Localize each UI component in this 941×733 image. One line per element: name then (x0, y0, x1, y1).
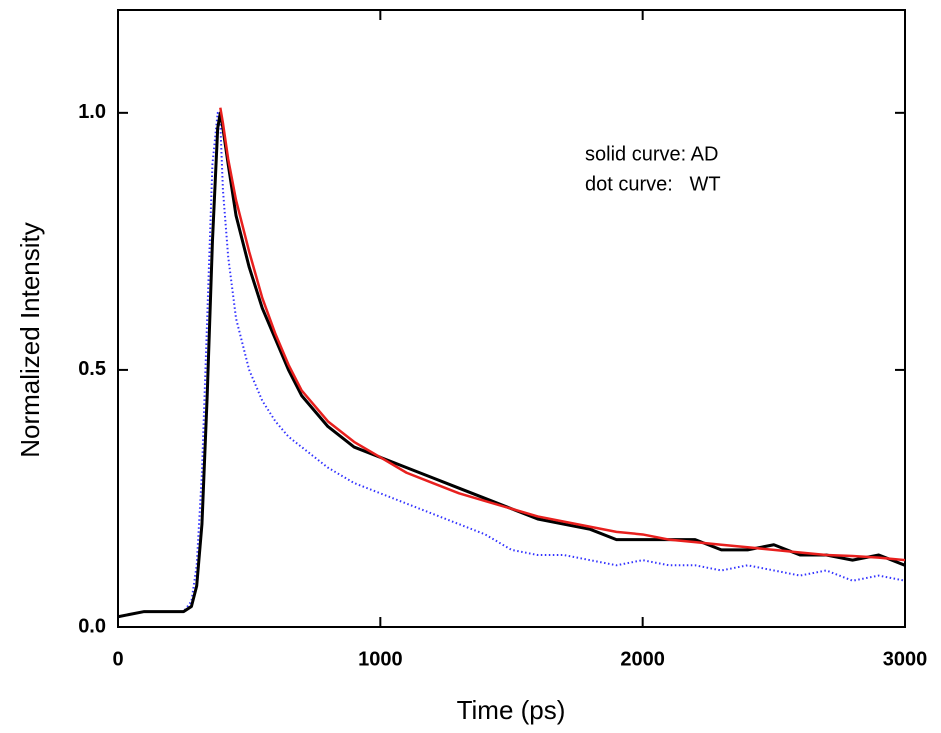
series-line (117, 111, 906, 618)
series-line (219, 107, 906, 562)
annotation: dot curve: WT (585, 173, 721, 195)
x-axis-label: Time (ps) (457, 695, 566, 725)
x-tick-label: 3000 (883, 648, 928, 670)
series-line (117, 111, 906, 619)
y-tick-label: 0.5 (78, 358, 106, 380)
plot-frame (117, 9, 906, 628)
y-axis-label: Normalized Intensity (15, 222, 45, 458)
x-tick-label: 1000 (358, 648, 403, 670)
annotation: solid curve: AD (585, 143, 718, 165)
x-tick-label: 0 (112, 648, 123, 670)
y-tick-label: 1.0 (78, 101, 106, 123)
y-tick-label: 0.0 (78, 615, 106, 637)
x-tick-label: 2000 (620, 648, 665, 670)
